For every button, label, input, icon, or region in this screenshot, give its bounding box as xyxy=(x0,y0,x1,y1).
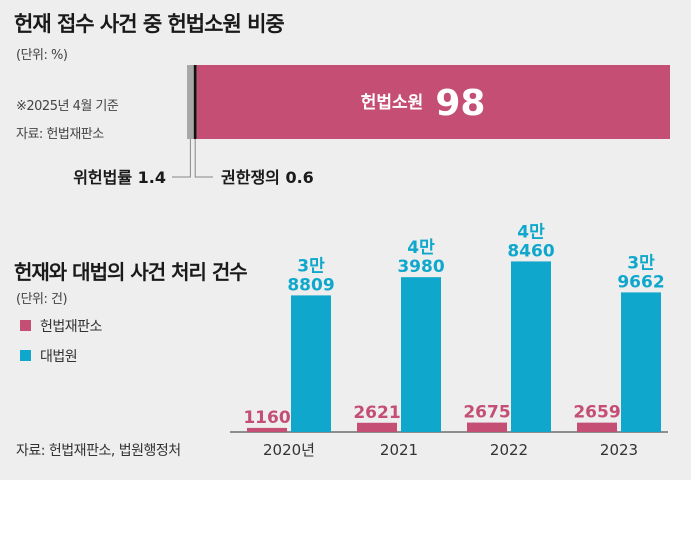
x-tick-label-0: 2020년 xyxy=(263,441,315,459)
top-chart-note: ※2025년 4월 기준 xyxy=(16,99,119,114)
stacked-segment-2 xyxy=(196,65,670,139)
bar-constitutional-court-1 xyxy=(357,422,397,432)
bar-supreme-court-3 xyxy=(621,292,661,432)
bottom-chart-source: 자료: 헌법재판소, 법원행정처 xyxy=(16,443,181,459)
data-label-constitutional-court-2: 2675 xyxy=(463,403,510,423)
bar-constitutional-court-3 xyxy=(577,422,617,432)
stacked-segment-1 xyxy=(193,65,197,139)
data-label-supreme-court-3-line1: 3만 xyxy=(627,253,655,273)
bar-constitutional-court-2 xyxy=(467,422,507,432)
bottom-chart-title: 헌재와 대법의 사건 처리 건수 xyxy=(14,260,248,284)
legend-label-supreme-court: 대법원 xyxy=(40,349,78,365)
top-chart-title: 헌재 접수 사건 중 헌법소원 비중 xyxy=(14,12,285,36)
legend-label-constitutional-court: 헌법재판소 xyxy=(40,319,102,335)
leader-line-unconstitutionality xyxy=(172,139,191,178)
x-tick-label-2: 2022 xyxy=(490,441,528,459)
bottom-chart-unit: (단위: 건) xyxy=(16,292,68,307)
leader-line-competence-dispute xyxy=(194,139,213,178)
top-chart-source: 자료: 헌법재판소 xyxy=(16,127,104,142)
top-chart-unit: (단위: %) xyxy=(16,48,68,63)
data-label-supreme-court-0-line2: 8809 xyxy=(287,275,334,295)
data-label-supreme-court-2-line1: 4만 xyxy=(517,222,545,242)
x-tick-label-1: 2021 xyxy=(380,441,418,459)
stacked-segment-0 xyxy=(187,65,194,139)
segment-label-unconstitutionality: 위헌법률 1.4 xyxy=(73,168,166,187)
x-tick-label-3: 2023 xyxy=(600,441,638,459)
bar-supreme-court-1 xyxy=(401,277,441,432)
data-label-constitutional-court-3: 2659 xyxy=(573,403,620,423)
segment-label-petition: 헌법소원 xyxy=(361,93,424,113)
data-label-constitutional-court-1: 2621 xyxy=(353,403,400,423)
data-label-supreme-court-0-line1: 3만 xyxy=(297,256,325,276)
legend-swatch-supreme-court xyxy=(20,350,31,361)
bar-constitutional-court-0 xyxy=(247,427,287,432)
data-label-supreme-court-1-line2: 3980 xyxy=(397,257,444,277)
segment-value-petition: 98 xyxy=(435,83,485,124)
bar-supreme-court-2 xyxy=(511,261,551,432)
data-label-supreme-court-3-line2: 9662 xyxy=(617,272,664,292)
segment-label-competence-dispute: 권한쟁의 0.6 xyxy=(221,168,314,187)
data-label-constitutional-court-0: 1160 xyxy=(243,408,290,428)
bar-supreme-court-0 xyxy=(291,295,331,432)
legend-swatch-constitutional-court xyxy=(20,320,31,331)
data-label-supreme-court-1-line1: 4만 xyxy=(407,238,435,258)
data-label-supreme-court-2-line2: 8460 xyxy=(507,241,554,261)
